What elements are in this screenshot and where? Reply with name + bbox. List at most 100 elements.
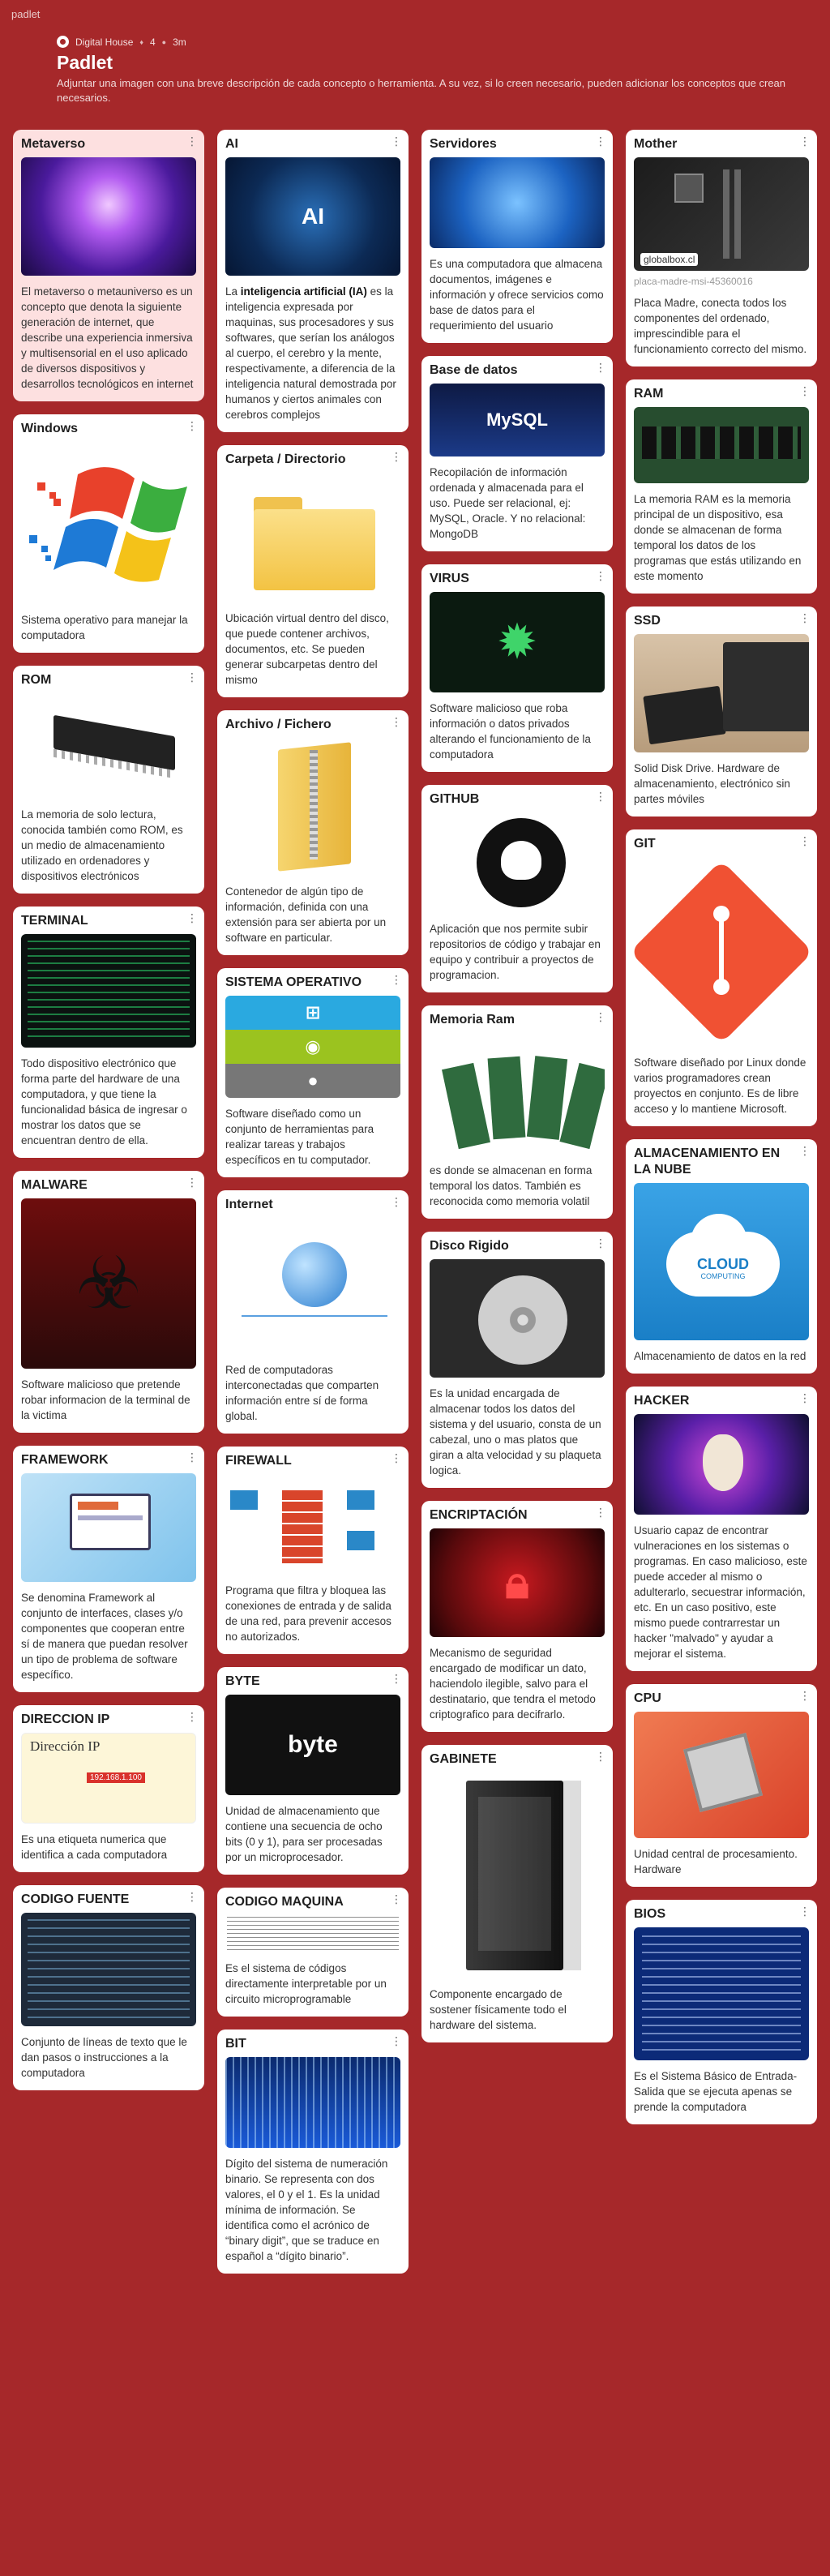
more-options-icon[interactable]: ⋮ — [391, 973, 402, 986]
more-options-icon[interactable]: ⋮ — [186, 911, 198, 924]
github-logo-image[interactable] — [430, 812, 605, 913]
more-options-icon[interactable]: ⋮ — [391, 450, 402, 463]
folder-image[interactable] — [225, 473, 400, 602]
vr-headset-image[interactable] — [21, 157, 196, 276]
post-card-virus[interactable]: ⋮ VIRUS ✹ Software malicioso que roba in… — [421, 564, 613, 772]
more-options-icon[interactable]: ⋮ — [595, 1750, 606, 1763]
more-options-icon[interactable]: ⋮ — [595, 790, 606, 803]
ai-brain-image[interactable]: AI — [225, 157, 400, 276]
post-card-windows[interactable]: ⋮ Windows Sistema operativo para manejar… — [13, 414, 204, 653]
more-options-icon[interactable]: ⋮ — [391, 1195, 402, 1208]
windows-logo-image[interactable] — [21, 442, 196, 604]
malware-laptop-image[interactable]: ☣ — [21, 1198, 196, 1369]
more-options-icon[interactable]: ⋮ — [595, 1506, 606, 1519]
author-avatar[interactable] — [57, 36, 69, 48]
ram-stick-image[interactable] — [634, 407, 809, 483]
more-options-icon[interactable]: ⋮ — [595, 135, 606, 148]
post-card-terminal[interactable]: ⋮ TERMINAL Todo dispositivo electrónico … — [13, 907, 204, 1158]
post-card-ai[interactable]: ⋮ AI AI La inteligencia artificial (IA) … — [217, 130, 409, 432]
post-card-codigo-fuente[interactable]: ⋮ CODIGO FUENTE Conjunto de líneas de te… — [13, 1885, 204, 2090]
padlet-brand[interactable]: padlet — [11, 8, 41, 20]
firewall-diagram-image[interactable] — [225, 1474, 400, 1575]
hacker-mask-image[interactable] — [634, 1414, 809, 1515]
post-card-archivo[interactable]: ⋮ Archivo / Fichero Contenedor de algún … — [217, 710, 409, 955]
post-card-memoria-ram[interactable]: ⋮ Memoria Ram es donde se almacenan en f… — [421, 1005, 613, 1219]
more-options-icon[interactable]: ⋮ — [595, 1010, 606, 1023]
ip-address-diagram-image[interactable]: Dirección IP 192.168.1.100 — [21, 1733, 196, 1824]
post-card-bios[interactable]: ⋮ BIOS Es el Sistema Básico de Entrada-S… — [626, 1900, 817, 2124]
more-options-icon[interactable]: ⋮ — [595, 1237, 606, 1249]
more-options-icon[interactable]: ⋮ — [391, 1672, 402, 1685]
more-options-icon[interactable]: ⋮ — [799, 384, 811, 397]
more-options-icon[interactable]: ⋮ — [186, 671, 198, 684]
more-options-icon[interactable]: ⋮ — [391, 135, 402, 148]
post-card-encriptacion[interactable]: ⋮ ENCRIPTACIÓN 🔒︎ Mecanismo de seguridad… — [421, 1501, 613, 1732]
more-options-icon[interactable]: ⋮ — [391, 1451, 402, 1464]
more-options-icon[interactable]: ⋮ — [186, 1710, 198, 1723]
more-options-icon[interactable]: ⋮ — [595, 569, 606, 582]
post-card-sistema-operativo[interactable]: ⋮ SISTEMA OPERATIVO ⊞ ◉ ● Software diseñ… — [217, 968, 409, 1177]
more-options-icon[interactable]: ⋮ — [799, 834, 811, 847]
encryption-lock-image[interactable]: 🔒︎ — [430, 1528, 605, 1637]
zip-file-image[interactable] — [225, 738, 400, 876]
more-options-icon[interactable]: ⋮ — [186, 1890, 198, 1903]
post-card-almacenamiento-nube[interactable]: ⋮ ALMACENAMIENTO EN LA NUBE CLOUD COMPUT… — [626, 1139, 817, 1374]
motherboard-image[interactable]: globalbox.cl — [634, 157, 809, 271]
more-options-icon[interactable]: ⋮ — [186, 135, 198, 148]
more-options-icon[interactable]: ⋮ — [186, 1176, 198, 1189]
byte-logo-image[interactable]: byte — [225, 1695, 400, 1795]
more-options-icon[interactable]: ⋮ — [799, 1144, 811, 1157]
servers-image[interactable] — [430, 157, 605, 248]
post-card-mother[interactable]: ⋮ Mother globalbox.cl placa-madre-msi-45… — [626, 130, 817, 366]
post-card-disco-rigido[interactable]: ⋮ Disco Rigido Es la unidad encargada de… — [421, 1232, 613, 1488]
rom-chip-image[interactable] — [21, 693, 196, 799]
author-name[interactable]: Digital House — [75, 36, 134, 48]
post-card-ssd[interactable]: ⋮ SSD Solid Disk Drive. Hardware de alma… — [626, 606, 817, 817]
more-options-icon[interactable]: ⋮ — [186, 419, 198, 432]
post-card-base-datos[interactable]: ⋮ Base de datos MySQL Recopilación de in… — [421, 356, 613, 551]
cloud-computing-image[interactable]: CLOUD COMPUTING — [634, 1183, 809, 1340]
post-card-github[interactable]: ⋮ GITHUB Aplicación que nos permite subi… — [421, 785, 613, 992]
mysql-logo-image[interactable]: MySQL — [430, 384, 605, 456]
bios-screen-image[interactable] — [634, 1927, 809, 2060]
post-card-firewall[interactable]: ⋮ FIREWALL Programa que filtra y bloquea… — [217, 1447, 409, 1654]
more-options-icon[interactable]: ⋮ — [391, 715, 402, 728]
git-logo-image[interactable] — [634, 857, 809, 1047]
post-card-gabinete[interactable]: ⋮ GABINETE Componente encargado de soste… — [421, 1745, 613, 2042]
post-card-direccion-ip[interactable]: ⋮ DIRECCION IP Dirección IP 192.168.1.10… — [13, 1705, 204, 1872]
post-card-bit[interactable]: ⋮ BIT Dígito del sistema de numeración b… — [217, 2030, 409, 2274]
internet-globe-image[interactable] — [225, 1218, 400, 1354]
framework-illustration-image[interactable] — [21, 1473, 196, 1582]
post-card-malware[interactable]: ⋮ MALWARE ☣ Software malicioso que prete… — [13, 1171, 204, 1433]
source-code-image[interactable] — [21, 1913, 196, 2026]
post-card-framework[interactable]: ⋮ FRAMEWORK Se denomina Framework al con… — [13, 1446, 204, 1692]
post-card-codigo-maquina[interactable]: ⋮ CODIGO MAQUINA Es el sistema de código… — [217, 1888, 409, 2017]
ssd-drive-image[interactable] — [634, 634, 809, 752]
post-card-carpeta[interactable]: ⋮ Carpeta / Directorio Ubicación virtual… — [217, 445, 409, 697]
hard-disk-image[interactable] — [430, 1259, 605, 1378]
link-url[interactable]: placa-madre-msi-45360016 — [634, 276, 753, 287]
operating-systems-image[interactable]: ⊞ ◉ ● — [225, 996, 400, 1098]
more-options-icon[interactable]: ⋮ — [186, 1451, 198, 1464]
more-options-icon[interactable]: ⋮ — [799, 1689, 811, 1702]
more-options-icon[interactable]: ⋮ — [595, 361, 606, 374]
post-card-ram[interactable]: ⋮ RAM La memoria RAM es la memoria princ… — [626, 379, 817, 594]
ram-modules-hand-image[interactable] — [430, 1033, 605, 1155]
more-options-icon[interactable]: ⋮ — [391, 2034, 402, 2047]
post-card-cpu[interactable]: ⋮ CPU Unidad central de procesamiento. H… — [626, 1684, 817, 1887]
post-card-rom[interactable]: ⋮ ROM La memoria de solo lectura, conoci… — [13, 666, 204, 894]
terminal-code-image[interactable] — [21, 934, 196, 1048]
machine-code-image[interactable] — [225, 1915, 400, 1952]
more-options-icon[interactable]: ⋮ — [391, 1892, 402, 1905]
post-card-servidores[interactable]: ⋮ Servidores Es una computadora que alma… — [421, 130, 613, 343]
post-card-git[interactable]: ⋮ GIT Software diseñado por Linux donde … — [626, 829, 817, 1126]
post-card-hacker[interactable]: ⋮ HACKER Usuario capaz de encontrar vuln… — [626, 1387, 817, 1671]
post-card-metaverso[interactable]: ⋮ Metaverso El metaverso o metauniverso … — [13, 130, 204, 401]
cpu-chip-image[interactable] — [634, 1712, 809, 1838]
pc-case-image[interactable] — [430, 1772, 605, 1978]
virus-bug-image[interactable]: ✹ — [430, 592, 605, 692]
more-options-icon[interactable]: ⋮ — [799, 611, 811, 624]
post-card-internet[interactable]: ⋮ Internet Red de computadoras intercone… — [217, 1190, 409, 1434]
more-options-icon[interactable]: ⋮ — [799, 1905, 811, 1918]
more-options-icon[interactable]: ⋮ — [799, 135, 811, 148]
